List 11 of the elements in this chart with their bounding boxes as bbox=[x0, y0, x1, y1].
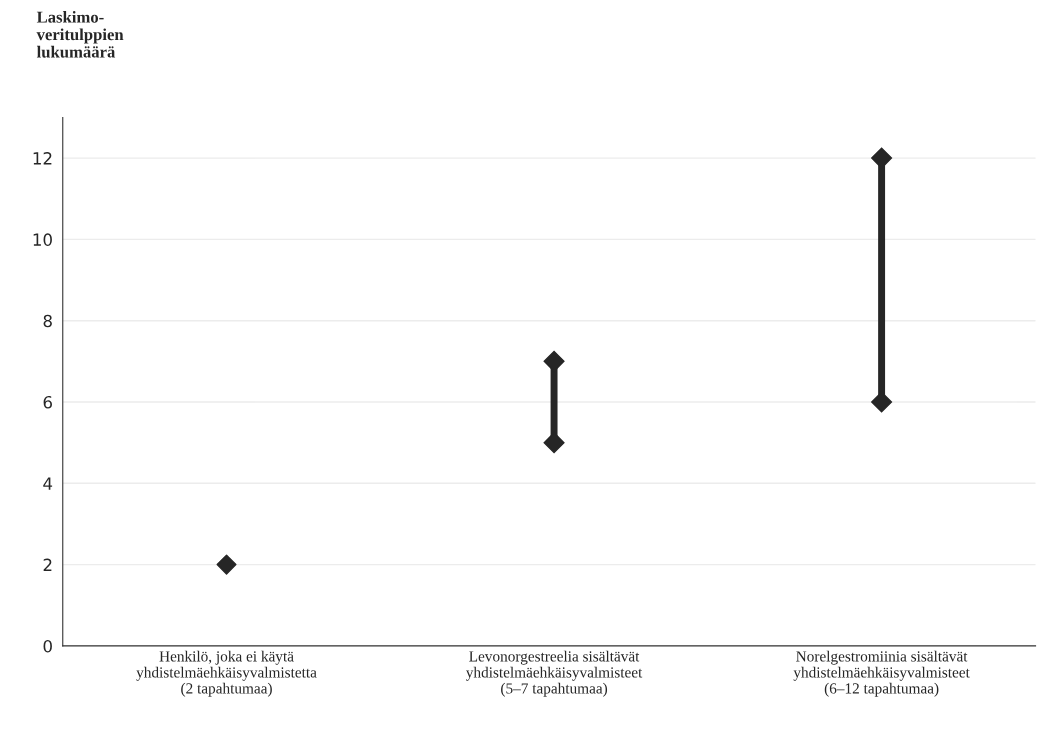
y-tick-label: 12 bbox=[33, 152, 52, 165]
x-tick-label: Norelgestromiinia sisältävät yhdistelmäehkäisyvalmisteet (6–12 tapahtumaa) bbox=[793, 650, 970, 697]
x-tick-label: Levonorgestreelia sisältävät yhdistelmäehkäisyvalmisteet (5–7 tapahtumaa) bbox=[466, 650, 643, 697]
y-tick-label: 8 bbox=[43, 314, 52, 328]
y-tick-label: 4 bbox=[43, 477, 53, 490]
x-tick-label: Henkilö, joka ei käytä yhdistelmäehkäisyvalmistetta (2 tapahtumaa) bbox=[136, 650, 317, 697]
y-tick-label: 2 bbox=[43, 558, 52, 571]
y-axis-title: Laskimo- veritulppien lukumäärä bbox=[36, 11, 124, 58]
y-tick-label: 10 bbox=[33, 233, 52, 246]
y-tick-label: 6 bbox=[43, 395, 52, 409]
y-tick-label: 0 bbox=[43, 639, 52, 653]
